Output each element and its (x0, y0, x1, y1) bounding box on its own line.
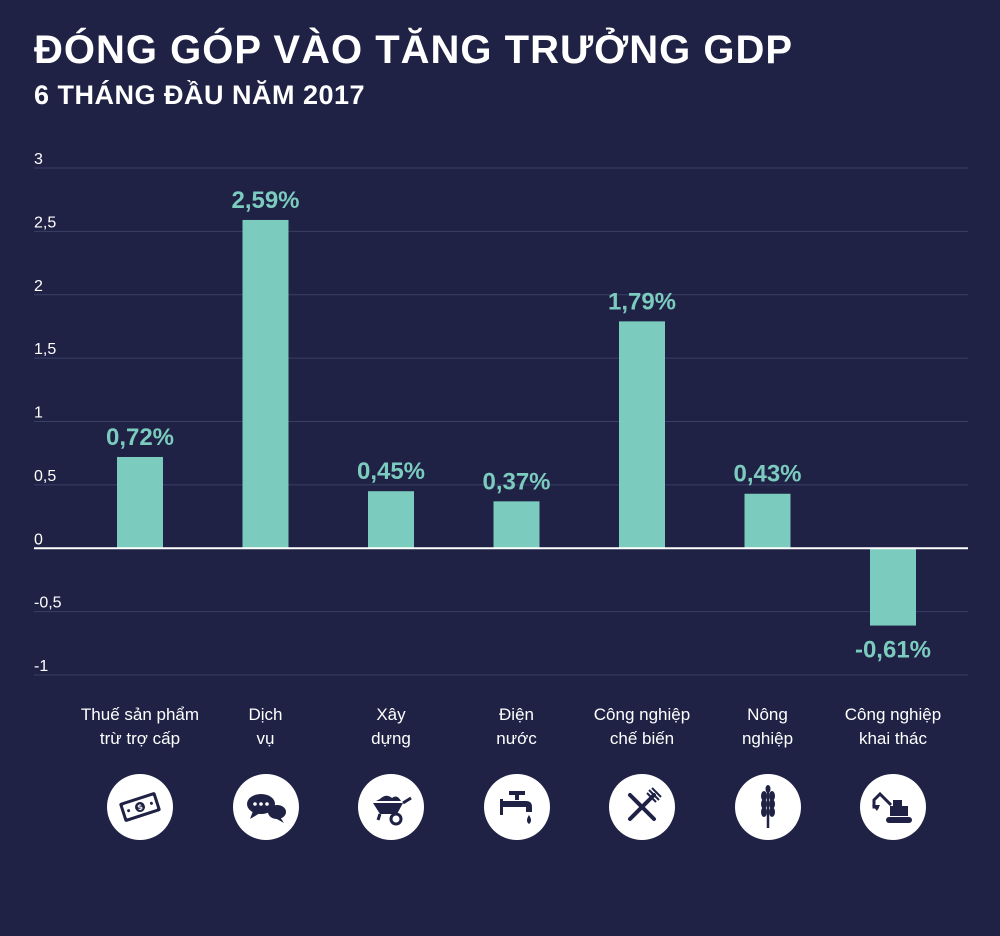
bar (117, 456, 163, 549)
x-tick-label-line: chế biến (609, 729, 675, 748)
wheelbarrow-icon (358, 774, 424, 840)
data-label: 0,43% (733, 461, 801, 488)
y-tick-label: 0 (34, 531, 43, 548)
fork-knife-icon (609, 774, 675, 840)
data-label: 0,72% (106, 424, 174, 451)
x-tick-label: Dịch vụ (191, 703, 341, 751)
y-tick-label: 0,5 (34, 468, 56, 485)
x-tick-label: Công nghiệp chế biến (567, 703, 717, 751)
y-tick-label: 2 (34, 278, 43, 295)
chat-bubbles-icon (232, 774, 299, 840)
money-icon: $ (107, 774, 173, 840)
data-label: 0,45% (357, 458, 425, 485)
x-tick-label-line: trừ trợ cấp (99, 729, 181, 748)
y-tick-label: 1,5 (34, 341, 56, 358)
x-tick-label-line: Xây (376, 705, 406, 724)
excavator-icon (860, 774, 926, 840)
wheat-icon (734, 774, 801, 840)
y-tick-label: -1 (34, 658, 48, 675)
bar-chart: 3 2,5 2 1,5 1 0,5 0 -0,5 -1 0,72% 2,59% 0,45% 0,37% 1… (34, 151, 968, 676)
data-label: 1,79% (608, 288, 676, 315)
x-tick-label-line: dựng (371, 729, 411, 748)
bar (493, 501, 540, 549)
data-label: -0,61% (855, 637, 931, 664)
x-tick-label-line: Công nghiệp (844, 705, 942, 724)
bar (870, 548, 916, 626)
data-label: 2,59% (231, 187, 299, 214)
x-tick-label-line: nước (496, 729, 537, 748)
x-tick-label-line: Công nghiệp (593, 705, 691, 724)
bar (744, 493, 791, 549)
x-tick-label-line: khai thác (858, 729, 928, 748)
x-tick-label-line: vụ (256, 729, 275, 748)
x-tick-label-line: nghiệp (741, 729, 794, 748)
x-tick-label: Công nghiệp khai thác (818, 703, 968, 751)
bar (242, 219, 289, 549)
y-tick-label: 1 (34, 405, 43, 422)
bar (619, 321, 665, 549)
x-tick-label-line: Thuế sản phẩm (80, 705, 200, 724)
y-tick-label: 2,5 (34, 214, 56, 231)
x-tick-label-line: Dịch (248, 705, 283, 724)
chart-title: ĐÓNG GÓP VÀO TĂNG TRƯỞNG GDP (34, 28, 794, 72)
x-tick-label: Nông nghiệp (693, 703, 843, 751)
faucet-icon (483, 774, 550, 840)
x-tick-label: Điện nước (442, 703, 592, 751)
y-tick-label: -0,5 (34, 595, 62, 612)
bar (368, 491, 414, 549)
x-tick-label-line: Điện (499, 705, 534, 724)
y-tick-label: 3 (34, 151, 43, 168)
svg-text:$: $ (137, 802, 145, 812)
chart-subtitle: 6 THÁNG ĐẦU NĂM 2017 (34, 80, 366, 110)
data-label: 0,37% (482, 468, 550, 495)
x-tick-label-line: Nông (747, 705, 788, 724)
x-tick-label: Thuế sản phẩm trừ trợ cấp (65, 703, 215, 751)
x-tick-label: Xây dựng (316, 703, 466, 751)
